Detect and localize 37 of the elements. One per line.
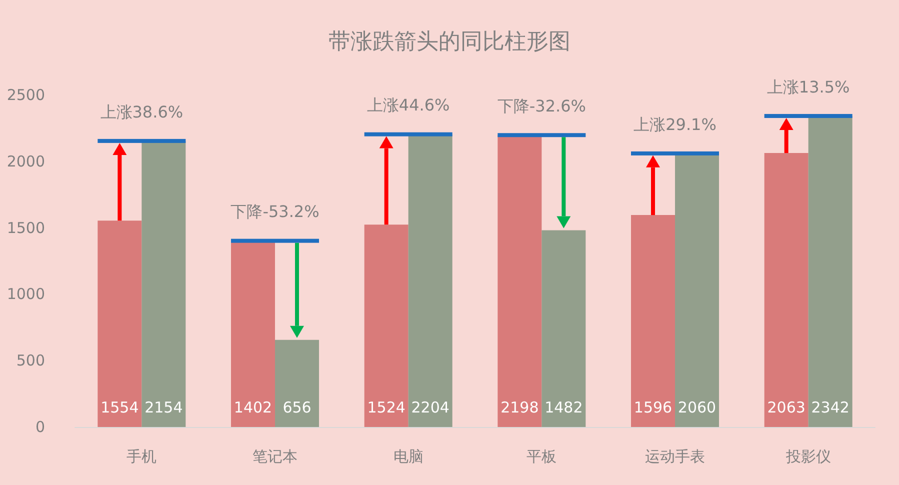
data-label: 2342: [811, 398, 850, 416]
x-tick-label: 投影仪: [784, 448, 831, 466]
y-tick-label: 2000: [6, 152, 45, 170]
data-label: 2060: [678, 398, 716, 416]
data-label: 2204: [411, 398, 450, 416]
data-label: 2063: [767, 398, 806, 416]
data-label: 1554: [100, 398, 139, 416]
y-tick-label: 500: [16, 352, 45, 370]
y-tick-label: 2500: [6, 86, 45, 104]
bar: [631, 215, 675, 427]
x-tick-label: 笔记本: [252, 448, 298, 466]
data-label: 2198: [500, 398, 539, 416]
x-tick-label: 电脑: [393, 448, 424, 466]
annotation: 上涨13.5%: [766, 77, 850, 96]
data-label: 1402: [234, 398, 272, 416]
annotation: 上涨44.6%: [366, 96, 450, 115]
data-label: 656: [282, 398, 312, 416]
data-label: 1596: [634, 398, 672, 416]
bar: [542, 230, 586, 427]
data-label: 1524: [367, 398, 406, 416]
chart-title: 带涨跌箭头的同比柱形图: [328, 30, 570, 54]
annotation: 下降-32.6%: [497, 96, 586, 116]
bar: [764, 153, 808, 427]
data-label: 2154: [144, 398, 183, 416]
x-tick-label: 手机: [126, 448, 157, 466]
annotation: 上涨38.6%: [100, 102, 184, 122]
bar: [275, 340, 319, 427]
y-tick-label: 1000: [6, 285, 45, 304]
data-label: 1482: [544, 398, 583, 416]
bar: [98, 220, 142, 427]
x-tick-label: 运动手表: [645, 448, 705, 466]
bar: [364, 224, 408, 427]
annotation: 上涨29.1%: [634, 114, 716, 134]
x-tick-label: 平板: [526, 448, 557, 466]
y-tick-label: 1500: [6, 218, 45, 237]
y-tick-label: 0: [35, 418, 45, 436]
annotation: 下降-53.2%: [230, 202, 320, 222]
